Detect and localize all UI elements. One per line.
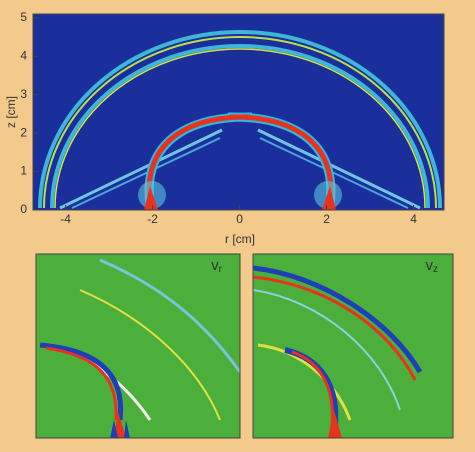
x-tick-label: 2	[323, 212, 330, 226]
panel-label-main: v	[211, 257, 219, 274]
x-tick-label: -2	[147, 212, 158, 226]
panel-label-sub: z	[433, 264, 438, 275]
vr-frame	[35, 253, 241, 439]
y-axis-label: z [cm]	[4, 96, 18, 128]
panel-label: vz	[426, 257, 439, 275]
panel-label-sub: r	[219, 264, 223, 275]
top-frame	[32, 13, 445, 211]
x-tick-label: 0	[236, 212, 243, 226]
vr-field	[36, 254, 240, 438]
y-tick-label: 0	[20, 202, 27, 216]
y-tick-label: 2	[20, 125, 27, 139]
vz-frame	[252, 253, 454, 439]
panel-label: vr	[211, 257, 223, 275]
panel-label-main: v	[426, 257, 434, 274]
y-tick-label: 4	[20, 48, 27, 62]
x-tick-label: -4	[60, 212, 71, 226]
x-axis-label: r [cm]	[225, 232, 255, 246]
y-tick-label: 5	[20, 10, 27, 24]
vz-field	[253, 254, 453, 438]
top-field	[33, 14, 444, 210]
x-tick-label: 4	[410, 212, 417, 226]
y-tick-label: 1	[20, 164, 27, 178]
y-tick-label: 3	[20, 87, 27, 101]
